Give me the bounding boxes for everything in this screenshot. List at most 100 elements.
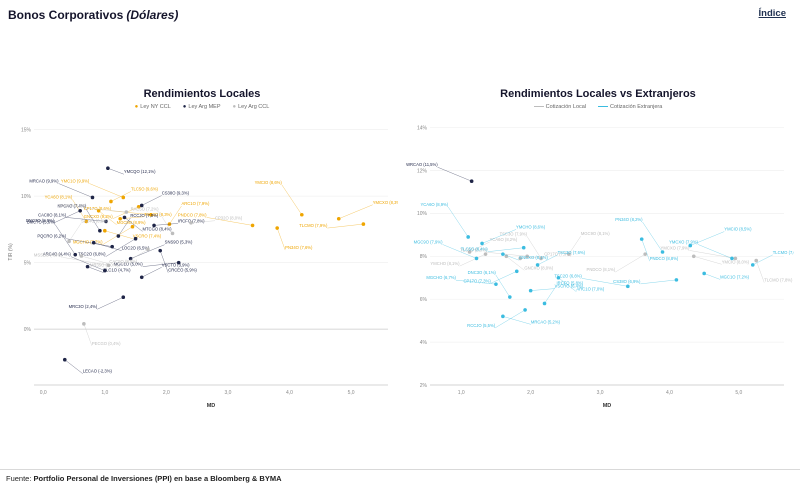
legend-item: Cotización Extranjera [598, 104, 662, 110]
svg-text:RCCJO (5,5%): RCCJO (5,5%) [467, 323, 496, 328]
chart-panel-locales-vs-extranjeros: Rendimientos Locales vs Extranjeros Coti… [402, 88, 794, 411]
svg-text:PNDCO (7,8%): PNDCO (7,8%) [178, 212, 207, 217]
svg-text:4,0: 4,0 [666, 390, 673, 396]
legend-label: Ley Arg MEP [188, 103, 221, 110]
svg-text:WRCAO (11,5%): WRCAO (11,5%) [406, 162, 438, 167]
svg-text:IRCFO (7,8%): IRCFO (7,8%) [178, 218, 205, 223]
svg-text:TLC5O (8,0%): TLC5O (8,0%) [460, 247, 488, 252]
svg-text:TSC3O (7,6%): TSC3O (7,6%) [558, 250, 586, 255]
svg-text:CP17O (7,3%): CP17O (7,3%) [464, 278, 492, 283]
svg-text:TLCMO (7,8%): TLCMO (7,8%) [764, 278, 793, 283]
svg-text:TSC3O (7,9%): TSC3O (7,9%) [500, 231, 528, 236]
svg-text:MRC3O (2,4%): MRC3O (2,4%) [69, 304, 98, 309]
svg-text:YMCXO (7,9%): YMCXO (7,9%) [669, 239, 698, 244]
svg-text:RCCJO (7,0%): RCCJO (7,0%) [130, 213, 159, 218]
page-title-main: Bonos Corporativos [8, 8, 124, 22]
svg-text:YMCIO (8,6%): YMCIO (8,6%) [255, 180, 283, 185]
svg-text:MGC1O (7,2%): MGC1O (7,2%) [720, 274, 749, 279]
svg-text:8%: 8% [420, 254, 428, 260]
page-title-suffix: (Dólares) [126, 8, 179, 22]
svg-text:1,0: 1,0 [101, 390, 108, 396]
svg-text:BMC7O (5,6%): BMC7O (5,6%) [27, 220, 56, 225]
svg-text:ARC4O (4,4%): ARC4O (4,4%) [43, 252, 72, 257]
svg-text:TLCMO (7,6%): TLCMO (7,6%) [773, 250, 794, 255]
svg-text:YCA6O (8,1%): YCA6O (8,1%) [45, 194, 73, 199]
legend-dot-swatch: ● [134, 103, 139, 110]
svg-text:ARC1O (7,9%): ARC1O (7,9%) [181, 201, 210, 206]
svg-text:LOC2O (6,5%): LOC2O (6,5%) [122, 246, 150, 251]
svg-text:10%: 10% [417, 211, 428, 217]
svg-text:YMCIO (8,0%): YMCIO (8,0%) [722, 259, 750, 264]
svg-text:14%: 14% [417, 125, 428, 131]
svg-text:DNC3O (6,1%): DNC3O (6,1%) [468, 270, 497, 275]
svg-text:2,0: 2,0 [527, 390, 534, 396]
svg-text:TLC5O (8,4%): TLC5O (8,4%) [461, 247, 489, 252]
svg-text:DNC3O (8,9%): DNC3O (8,9%) [26, 218, 55, 223]
legend-item: ● Ley Arg CCL [233, 104, 270, 110]
svg-text:3,0: 3,0 [597, 390, 604, 396]
svg-text:MRCAO (5,2%): MRCAO (5,2%) [531, 319, 561, 324]
svg-text:YCA6O (8,9%): YCA6O (8,9%) [420, 202, 448, 207]
svg-text:TLC1O (4,7%): TLC1O (4,7%) [104, 268, 132, 273]
index-link[interactable]: Índice [758, 8, 786, 19]
svg-text:4,0: 4,0 [286, 390, 293, 396]
page-header: Bonos Corporativos (Dólares) Índice [0, 0, 800, 22]
svg-text:TIR (%): TIR (%) [8, 243, 14, 261]
svg-text:5,0: 5,0 [735, 390, 742, 396]
legend-label: Cotización Extranjera [610, 103, 663, 110]
svg-text:ARC1O (7,0%): ARC1O (7,0%) [576, 287, 605, 292]
svg-text:GNCXO (8,0%): GNCXO (8,0%) [524, 265, 553, 270]
svg-text:5%: 5% [24, 260, 32, 266]
svg-text:YMC1O (9,9%): YMC1O (9,9%) [61, 178, 90, 183]
svg-text:CP17O (7,9%): CP17O (7,9%) [544, 251, 572, 256]
svg-text:YMCXO (8,3%): YMCXO (8,3%) [373, 200, 398, 205]
svg-text:YMCXO (7,9%): YMCXO (7,9%) [661, 245, 690, 250]
svg-text:10%: 10% [21, 194, 32, 200]
svg-text:CP17O (8,6%): CP17O (8,6%) [84, 206, 112, 211]
svg-text:TLCMO (7,9%): TLCMO (7,9%) [299, 223, 328, 228]
svg-text:MGC9O (7,9%): MGC9O (7,9%) [414, 239, 443, 244]
legend-item: ● Ley Arg MEP [183, 104, 221, 110]
svg-text:YMCIO (8,5%): YMCIO (8,5%) [724, 227, 752, 232]
svg-text:YMCHO (8,6%): YMCHO (8,6%) [516, 224, 546, 229]
svg-text:TSC2O (6,6%): TSC2O (6,6%) [554, 273, 582, 278]
svg-text:RAC5O (7,2%): RAC5O (7,2%) [131, 206, 160, 211]
svg-text:1,0: 1,0 [458, 390, 465, 396]
chart-legend-locales: ● Ley NY CCL ● Ley Arg MEP ● Ley Arg CCL [6, 102, 398, 111]
svg-text:IRCFO (5,8%): IRCFO (5,8%) [557, 280, 584, 285]
svg-text:YMCHO (8,1%): YMCHO (8,1%) [430, 261, 460, 266]
svg-text:2%: 2% [420, 383, 428, 389]
svg-text:YMCQO (12,1%): YMCQO (12,1%) [124, 169, 156, 174]
svg-text:15%: 15% [21, 127, 32, 133]
legend-label: Cotización Local [545, 103, 587, 110]
svg-text:CP32O (8,0%): CP32O (8,0%) [215, 216, 243, 221]
svg-text:TSC3O (8,3%): TSC3O (8,3%) [144, 212, 172, 217]
scatter-plot-locales: 15% 10% 5% 0% 0,0 1,0 2,0 3,0 4,0 5,0 MD TIR (%) YMC… [6, 111, 398, 411]
svg-text:MR35O (6,0%): MR35O (6,0%) [90, 262, 119, 267]
footer-prefix: Fuente: [6, 474, 34, 483]
legend-line-swatch [598, 105, 609, 108]
svg-text:SNS9O (5,3%): SNS9O (5,3%) [165, 240, 193, 245]
legend-dot-swatch: ● [182, 103, 187, 110]
svg-text:5,0: 5,0 [348, 390, 355, 396]
svg-text:0,0: 0,0 [40, 390, 47, 396]
svg-text:MRCAO (9,9%): MRCAO (9,9%) [29, 178, 59, 183]
svg-text:PQCRO (6,2%): PQCRO (6,2%) [37, 234, 66, 239]
svg-text:4%: 4% [420, 340, 428, 346]
legend-line-swatch [533, 105, 544, 108]
svg-text:CS38O (9,3%): CS38O (9,3%) [162, 190, 190, 195]
chart-panel-rendimientos-locales: Rendimientos Locales ● Ley NY CCL ● Ley Arg… [6, 88, 398, 411]
legend-label: Ley Arg CCL [238, 103, 270, 110]
svg-text:CS38O (6,9%): CS38O (6,9%) [613, 279, 641, 284]
svg-text:0%: 0% [24, 327, 32, 333]
svg-text:MD: MD [207, 403, 216, 409]
charts-row: Rendimientos Locales ● Ley NY CCL ● Ley Arg… [0, 88, 800, 411]
chart-title-locales: Rendimientos Locales [143, 88, 261, 100]
svg-text:MGCHO (6,7%): MGCHO (6,7%) [426, 275, 456, 280]
svg-text:MGC1O (5,0%): MGC1O (5,0%) [114, 262, 143, 267]
legend-dot-swatch: ● [232, 103, 237, 110]
svg-text:CAC8O (8,1%): CAC8O (8,1%) [38, 212, 67, 217]
svg-text:MSSEO (4,8%): MSSEO (4,8%) [34, 252, 63, 257]
svg-text:PECGO (0,4%): PECGO (0,4%) [92, 341, 121, 346]
chart-legend-locales-vs-extranjeros: Cotización Local Cotización Extranjera [402, 102, 794, 111]
